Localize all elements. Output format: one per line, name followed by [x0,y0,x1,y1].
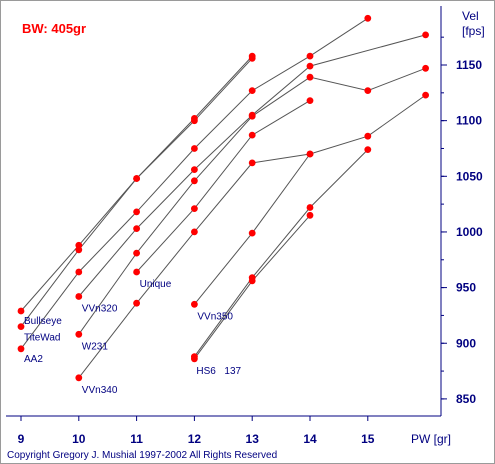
data-point [248,131,256,139]
series-line-w231 [78,67,426,335]
x-tick-label: 15 [361,432,375,446]
data-point [306,97,314,104]
copyright-text: Copyright Gregory J. Mushial 1997-2002 A… [7,450,278,461]
data-point [364,14,372,22]
data-point [75,268,83,276]
data-point [422,64,429,72]
x-tick-label: 14 [303,432,317,446]
data-point [191,228,198,236]
data-point [306,62,314,70]
data-point [191,300,198,308]
x-tick-label: 12 [188,432,202,446]
data-point [306,211,314,219]
data-point [191,166,198,174]
data-point [364,132,372,140]
y-tick-label: 900 [456,336,476,350]
series-label-titewad: TiteWad [24,333,61,344]
data-point [75,246,83,254]
data-point [248,54,256,62]
data-point [191,205,198,213]
data-point [17,307,25,315]
y-tick-label: 950 [456,281,476,295]
y-tick-label: 1100 [456,114,482,128]
y-axis-title-line2: [fps] [462,24,485,38]
data-point [248,87,256,94]
series-line-unique [136,100,311,273]
x-tick-label: 9 [18,432,25,446]
series-label-vvn350: VVn350 [197,311,233,322]
data-point [133,268,141,276]
data-point [364,146,372,154]
x-tick-label: 13 [246,432,260,446]
data-point [191,177,198,185]
series-labels: Bullseye TiteWad AA2 VVn320 W231 Unique VVn340… [24,279,242,396]
series-line-titewad [20,57,253,327]
data-point [75,330,83,338]
series-label-unique: Unique [140,279,172,290]
data-point [133,299,141,307]
data-point [17,345,25,353]
data-point [191,117,198,125]
series-label-w231: W231 [82,341,109,352]
series-label-n137: 137 [224,366,241,377]
series-line-hs6 [193,149,369,357]
data-point [248,159,256,167]
data-point [306,204,314,211]
data-point [248,229,256,237]
series-line-n137 [193,214,311,360]
data-point [306,150,314,158]
data-point [422,31,429,39]
series-label-vvn320: VVn320 [82,304,118,315]
series-lines [20,17,426,379]
data-point [422,91,429,99]
series-label-hs6: HS6 [196,366,216,377]
data-point [191,145,198,152]
data-point [133,208,141,216]
data-point [75,293,83,300]
y-tick-label: 1150 [456,58,482,72]
series-label-bullseye: Bullseye [24,316,62,327]
x-axis-title: PW [gr] [411,432,451,446]
y-tick-label: 850 [456,392,476,406]
data-point [133,225,141,233]
x-tick-label: 10 [72,432,86,446]
data-point [191,355,198,363]
series-line-vvn320 [78,34,426,297]
data-point [364,87,372,94]
data-point [17,323,25,330]
series-label-aa2: AA2 [24,354,43,365]
data-point [133,249,141,257]
series-label-vvn340: VVn340 [82,385,118,396]
data-point [248,112,256,120]
data-point [75,374,83,382]
data-point [133,175,141,182]
y-axis-title-line1: Vel [462,9,479,23]
x-tick-label: 11 [130,432,143,446]
y-tick-label: 1050 [456,169,483,183]
data-point [306,73,314,81]
y-tick-label: 1000 [456,225,483,239]
data-point [306,52,314,60]
data-point [248,277,256,285]
axis-ticks: 9 10 11 12 13 14 15 850 900 950 1000 1050 1100 1150 [18,36,483,446]
chart-title: BW: 405gr [22,21,86,36]
data-points [17,14,429,382]
